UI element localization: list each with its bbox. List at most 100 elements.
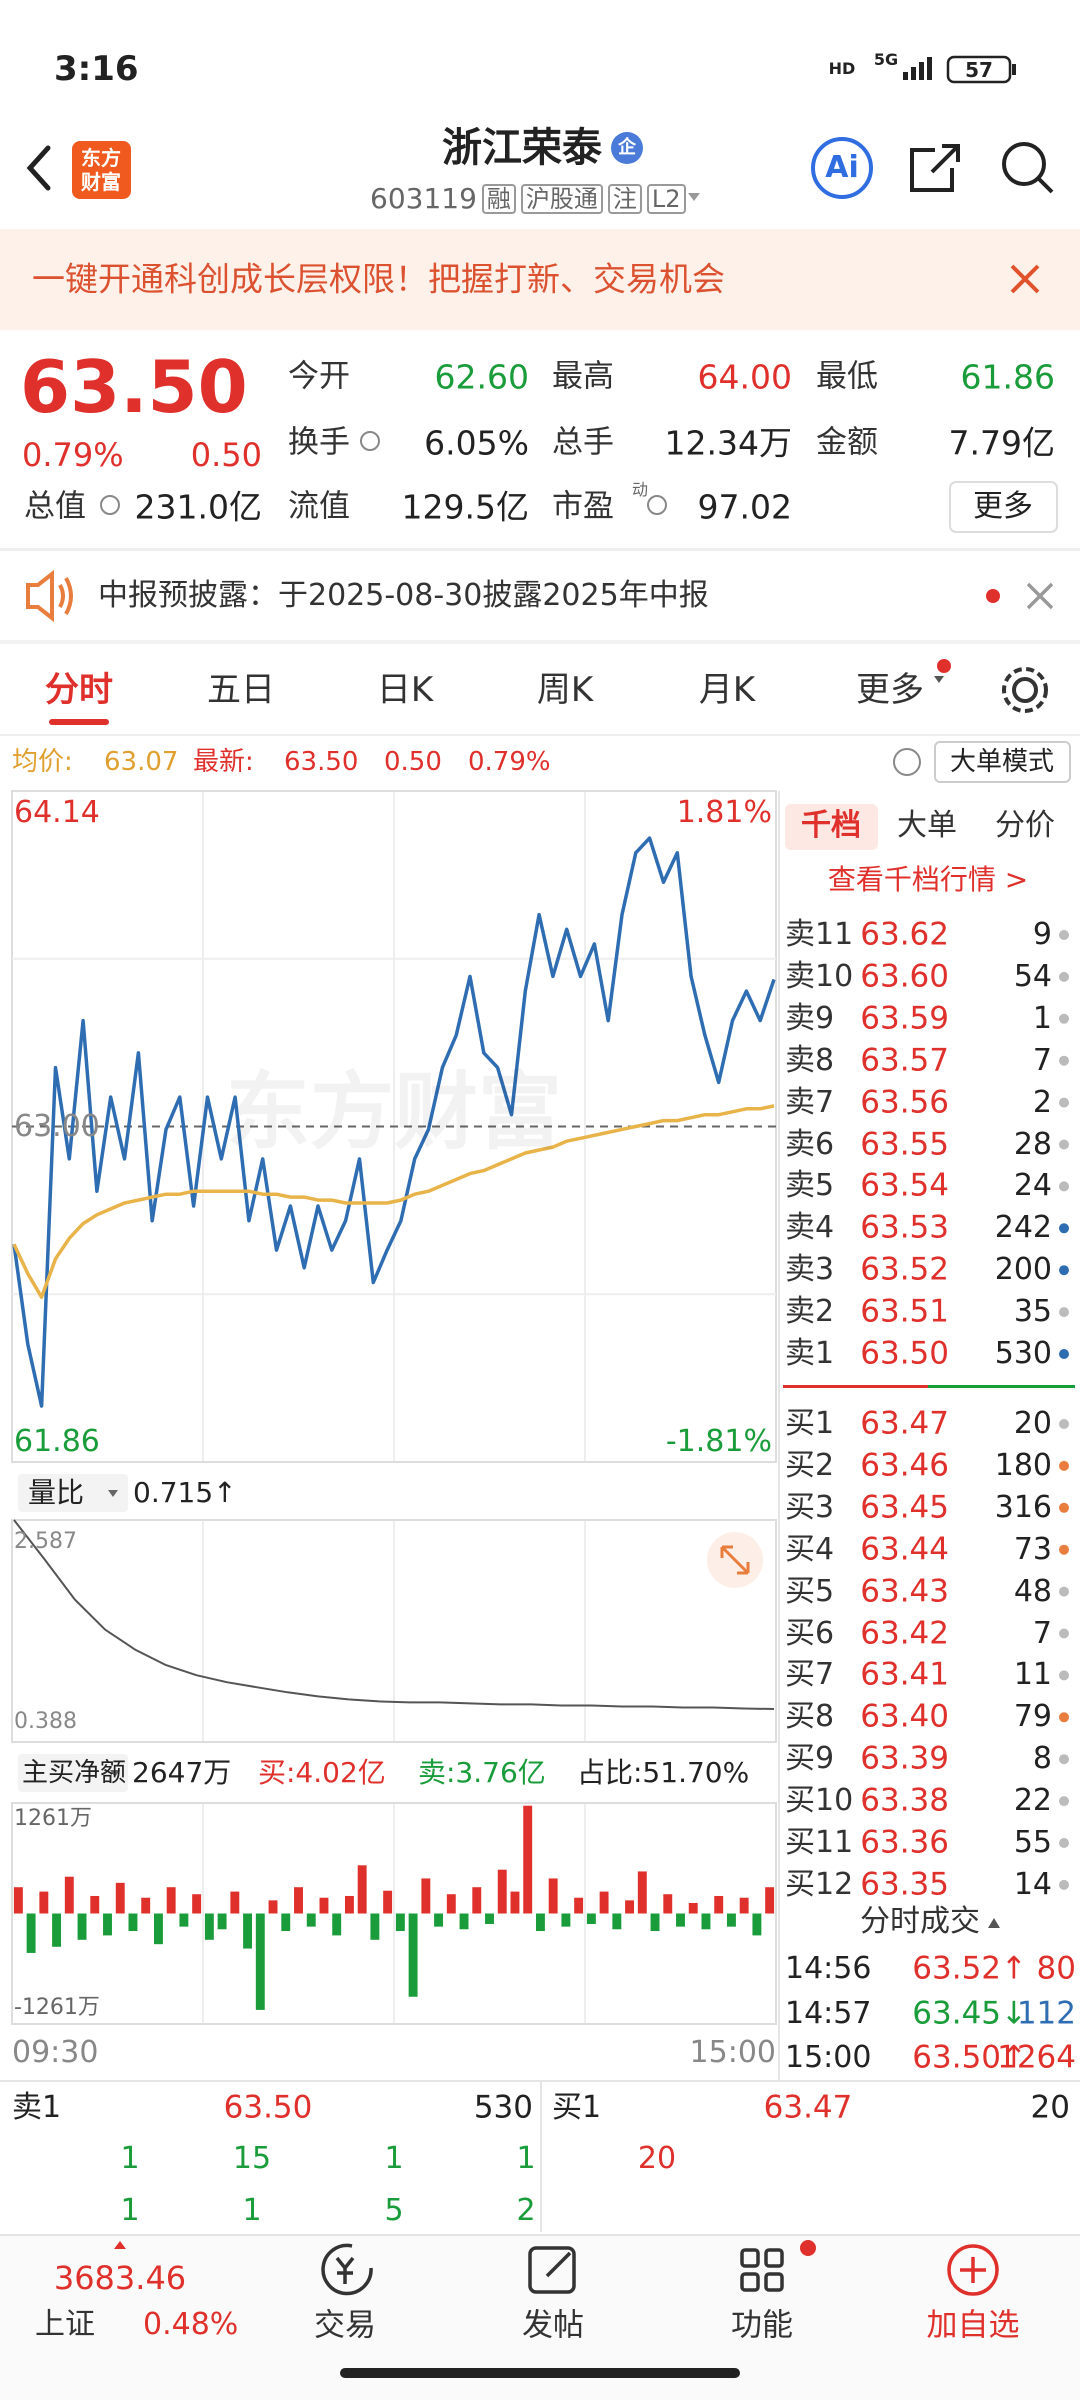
book-label: 买10 xyxy=(785,1783,854,1819)
logo[interactable] xyxy=(72,141,131,199)
x-tick-label: 15:00 xyxy=(689,2035,776,2070)
book-volume: 530 xyxy=(994,1336,1052,1371)
expand-button[interactable] xyxy=(707,1532,763,1588)
flow-bar xyxy=(599,1891,609,1914)
network-type: 5G xyxy=(873,50,899,69)
badge-text: 企 xyxy=(618,137,636,158)
flow-selector[interactable] xyxy=(18,1754,128,1792)
flow-bar xyxy=(281,1913,291,1932)
queue-item: 1 xyxy=(120,2193,140,2228)
flow-bar xyxy=(510,1891,520,1914)
flow-bar xyxy=(395,1913,405,1932)
nav-item[interactable]: 发帖 xyxy=(522,2307,584,2344)
ai-text[interactable]: Ai xyxy=(825,150,859,185)
flow-bar xyxy=(637,1871,647,1914)
buy-ratio: 占比:51.70% xyxy=(577,1756,750,1789)
book-label: 买8 xyxy=(785,1699,835,1735)
more-button[interactable] xyxy=(949,481,1058,533)
more-button-text[interactable]: 更多 xyxy=(973,489,1033,524)
help-icon[interactable] xyxy=(893,748,921,776)
y-tick-label: 0.388 xyxy=(14,1709,77,1734)
speaker-icon xyxy=(26,569,73,623)
flow-bar xyxy=(64,1876,74,1914)
search-button[interactable] xyxy=(1002,142,1054,194)
stock-code: 603119 xyxy=(370,182,477,215)
info-icon[interactable] xyxy=(100,495,120,515)
flow-bar xyxy=(574,1897,584,1914)
nav-item[interactable]: 交易 xyxy=(314,2307,376,2344)
tab[interactable]: 月K xyxy=(698,670,756,710)
book-tab[interactable]: 千档 xyxy=(801,808,861,843)
function-icon[interactable] xyxy=(740,2248,784,2292)
panel-divider xyxy=(778,791,780,2081)
index-change[interactable]: 0.48% xyxy=(143,2307,239,2342)
book-link[interactable]: 查看千档行情 > xyxy=(827,863,1029,896)
flow-bar xyxy=(255,1913,265,2010)
watchlist-icon[interactable] xyxy=(947,2244,999,2296)
series-line xyxy=(12,1104,775,1299)
book-volume: 242 xyxy=(994,1210,1052,1246)
trades-toggle[interactable] xyxy=(988,1918,1000,1928)
book-label: 卖3 xyxy=(785,1252,835,1288)
book-price: 63.36 xyxy=(860,1824,949,1861)
book-dot xyxy=(1059,1265,1069,1276)
battery-icon xyxy=(946,55,1012,84)
tab[interactable]: 分时 xyxy=(45,670,113,710)
flow-bar xyxy=(13,1887,23,1914)
flow-bar xyxy=(306,1913,316,1927)
tab[interactable]: 五日 xyxy=(207,670,275,710)
stat-label: 最低 xyxy=(816,358,878,395)
post-icon[interactable] xyxy=(528,2246,576,2294)
book-volume: 48 xyxy=(1013,1573,1052,1609)
flow-bar xyxy=(52,1913,62,1947)
flow-bar xyxy=(357,1865,367,1914)
book-price: 63.38 xyxy=(860,1782,949,1819)
back-button[interactable] xyxy=(26,145,51,191)
active-book-tab[interactable] xyxy=(785,804,878,850)
flow-bar xyxy=(294,1887,303,1914)
book-dot xyxy=(1059,1670,1069,1681)
flow-bar xyxy=(370,1913,380,1940)
code-row: 603119 融沪股通注 L2 xyxy=(370,184,686,214)
index-value[interactable]: 3683.46 xyxy=(53,2259,187,2297)
pe-tag: 动 xyxy=(632,480,649,499)
notice-text[interactable]: 中报预披露：于2025-08-30披露2025年中报 xyxy=(98,578,709,613)
flow-bar xyxy=(752,1913,762,1936)
book-volume: 9 xyxy=(1032,917,1052,952)
banner-bg[interactable] xyxy=(0,229,1080,330)
flow-bar xyxy=(472,1887,482,1914)
mode-button-text[interactable]: 大单模式 xyxy=(949,747,1055,777)
share-button[interactable] xyxy=(910,144,960,192)
notice-close[interactable] xyxy=(1026,582,1054,610)
mode-button[interactable] xyxy=(934,741,1071,783)
info-icon[interactable] xyxy=(360,431,380,451)
flow-bar xyxy=(115,1882,125,1914)
tab[interactable]: 更多 xyxy=(856,670,924,710)
tab[interactable]: 周K xyxy=(536,670,594,710)
flow-bar xyxy=(230,1891,240,1914)
ratio-selector[interactable] xyxy=(18,1474,128,1512)
book-label: 买1 xyxy=(785,1406,835,1441)
book-tab[interactable]: 分价 xyxy=(995,808,1055,843)
nav-item[interactable]: 功能 xyxy=(731,2307,793,2344)
book-volume: 55 xyxy=(1013,1825,1052,1860)
nav-item[interactable]: 加自选 xyxy=(926,2307,1020,2344)
indicator-label: 量比 xyxy=(28,1476,85,1509)
flow-bar xyxy=(39,1891,49,1914)
queue-item: 20 xyxy=(637,2141,677,2176)
info-icon[interactable] xyxy=(647,495,667,515)
book-dot xyxy=(1059,1586,1069,1597)
watermark: 东方财富 xyxy=(225,1062,563,1161)
book-volume: 20 xyxy=(1013,1406,1052,1441)
book-tab[interactable]: 大单 xyxy=(897,808,957,843)
banner-text[interactable]: 一键开通科创成长层权限！把握打新、交易机会 xyxy=(32,259,725,299)
book-price: 63.54 xyxy=(860,1167,949,1204)
ai-button[interactable] xyxy=(811,137,873,199)
trade-icon[interactable] xyxy=(321,2243,373,2296)
settings-button[interactable] xyxy=(1002,667,1048,713)
index-name[interactable]: 上证 xyxy=(35,2307,95,2342)
tab[interactable]: 日K xyxy=(376,670,434,710)
code-caret[interactable] xyxy=(688,193,700,201)
banner-close[interactable] xyxy=(1010,264,1040,294)
book-label: 卖8 xyxy=(785,1042,835,1078)
